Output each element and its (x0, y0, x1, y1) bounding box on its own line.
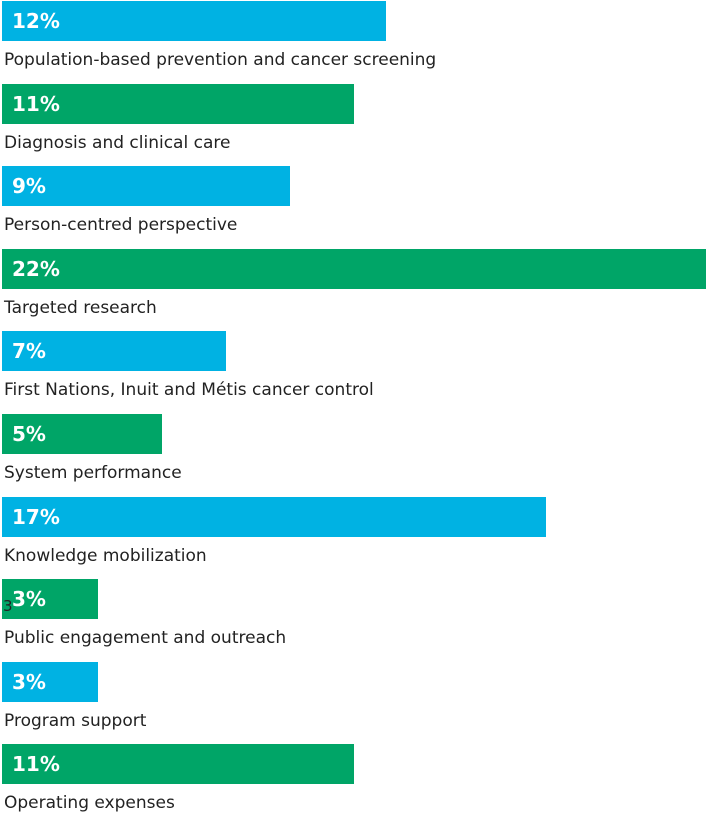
category-label: Knowledge mobilization (4, 545, 207, 566)
category-label: Person-centred perspective (4, 215, 238, 236)
bar: 12% (2, 1, 386, 41)
bar: 5% (2, 414, 162, 454)
bar-value-label: 12% (12, 9, 60, 33)
category-label: Operating expenses (4, 793, 175, 814)
category-label: Population-based prevention and cancer s… (4, 50, 437, 70)
bar-value-label: 3% (12, 587, 46, 612)
bar-value-label: 5% (12, 422, 46, 446)
category-label: Diagnosis and clinical care (4, 132, 231, 153)
bar: 3% (2, 579, 98, 620)
bar: 17% (2, 496, 546, 537)
bar-value-label: 11% (12, 91, 60, 116)
bar: 9% (2, 166, 290, 207)
stray-digit: 3 (3, 597, 13, 615)
bar-value-label: 22% (12, 256, 60, 281)
category-label: Program support (4, 710, 147, 731)
bar-value-label: 9% (12, 174, 46, 199)
bar-value-label: 7% (12, 339, 46, 364)
bar: 11% (2, 83, 354, 124)
category-label: First Nations, Inuit and Métis cancer co… (4, 380, 374, 401)
bar: 11% (2, 744, 354, 785)
category-label: Targeted research (4, 297, 157, 318)
bar: 22% (2, 248, 706, 289)
category-label: Public engagement and outreach (4, 628, 287, 649)
bar-value-label: 3% (12, 669, 46, 694)
bar-value-label: 17% (12, 504, 60, 529)
category-label: System performance (4, 463, 182, 483)
bar: 3% (2, 661, 98, 702)
bar-value-label: 11% (12, 752, 60, 777)
bar: 7% (2, 331, 226, 372)
